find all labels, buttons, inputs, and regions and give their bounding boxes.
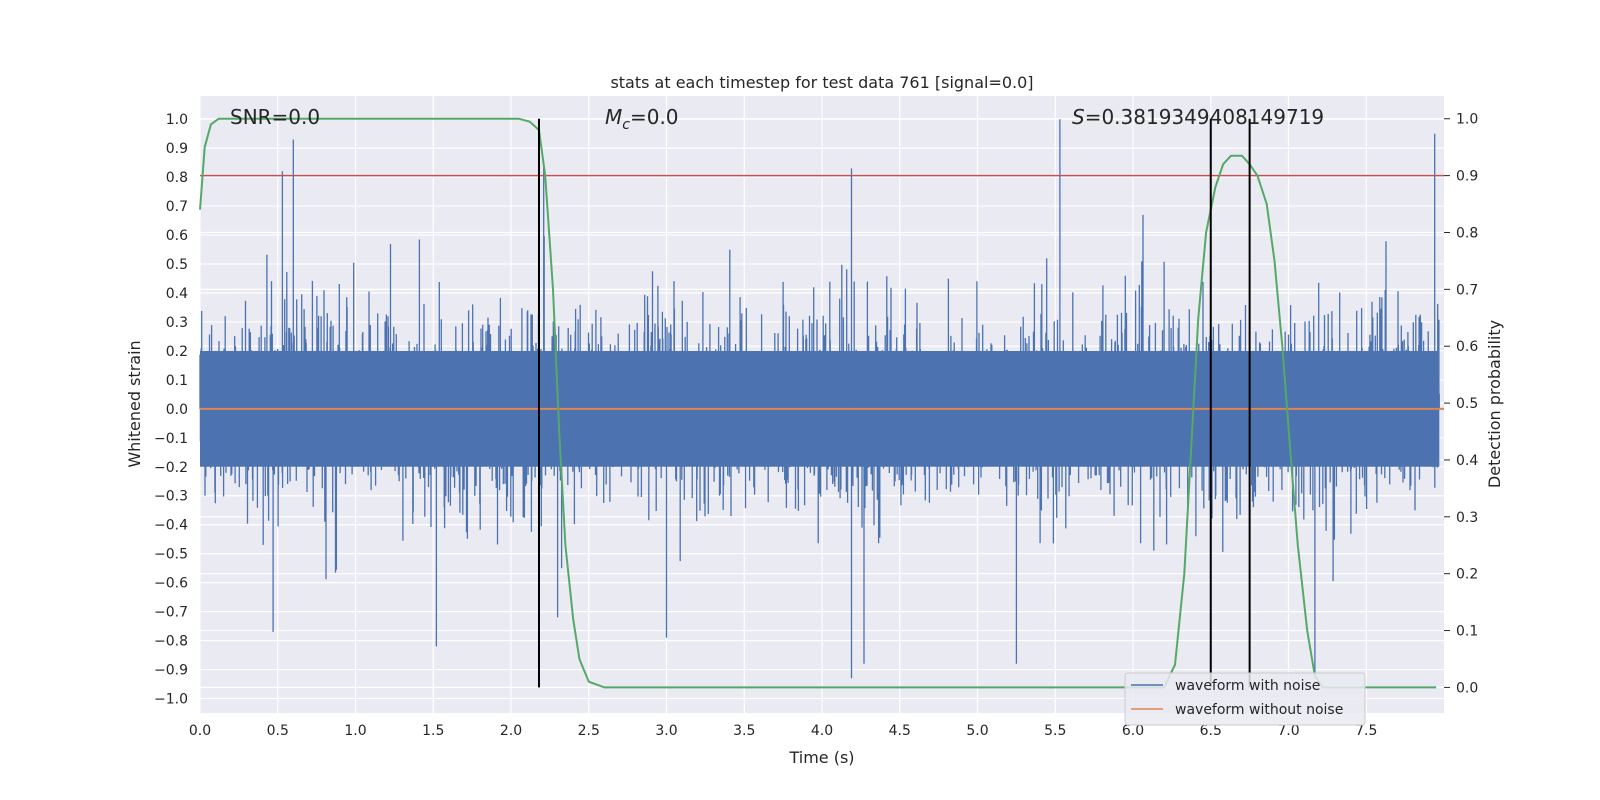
y-right-tick-label: 0.7 — [1456, 282, 1478, 298]
y-left-tick-label: 0.7 — [166, 199, 188, 215]
y-left-tick-label: 0.6 — [166, 228, 188, 244]
y-right-tick-label: 0.4 — [1456, 453, 1478, 469]
legend: waveform with noise waveform without noi… — [1124, 672, 1366, 726]
y-right-tick-label: 0.8 — [1456, 225, 1478, 241]
x-tick-label: 1.5 — [422, 723, 444, 739]
y-right-tick-label: 0.2 — [1456, 567, 1478, 583]
x-tick-label: 4.0 — [811, 723, 833, 739]
y-right-tick-label: 0.9 — [1456, 169, 1478, 185]
y-left-tick-label: 0.4 — [166, 286, 188, 302]
y-left-tick-label: 0.3 — [166, 315, 188, 331]
series-waveform-with-noise — [199, 119, 1440, 679]
y-left-tick-label: −0.1 — [154, 431, 188, 447]
x-tick-label: 1.0 — [344, 723, 366, 739]
chirp-mass-symbol: M — [605, 105, 622, 129]
y-right-tick-label: 1.0 — [1456, 112, 1478, 128]
x-tick-label: 6.5 — [1200, 723, 1222, 739]
x-tick-label: 6.0 — [1122, 723, 1144, 739]
y-left-tick-label: 0.1 — [166, 373, 188, 389]
y-axis-left-label: Whitened strain — [125, 340, 144, 467]
y-left-tick-label: −0.2 — [154, 460, 188, 476]
score-symbol: S — [1072, 105, 1085, 129]
x-tick-label: 3.0 — [655, 723, 677, 739]
x-tick-label: 5.5 — [1044, 723, 1066, 739]
x-tick-label: 7.5 — [1355, 723, 1377, 739]
x-tick-label: 3.5 — [733, 723, 755, 739]
legend-label-noise: waveform with noise — [1175, 678, 1320, 694]
y-right-tick-label: 0.5 — [1456, 396, 1478, 412]
x-tick-label: 0.5 — [267, 723, 289, 739]
y-left-tick-label: −0.6 — [154, 576, 188, 592]
y-right-tick-label: 0.3 — [1456, 510, 1478, 526]
y-left-tick-label: 0.9 — [166, 141, 188, 157]
snr-annotation: SNR=0.0 — [230, 105, 320, 129]
score-value: =0.3819349408149719 — [1085, 105, 1324, 129]
y-left-tick-label: −1.0 — [154, 692, 188, 708]
x-tick-label: 2.0 — [500, 723, 522, 739]
y-left-tick-label: −0.5 — [154, 547, 188, 563]
y-left-tick-label: 0.2 — [166, 344, 188, 360]
chirp-mass-value: =0.0 — [630, 105, 679, 129]
y-axis-right-label: Detection probability — [1485, 320, 1504, 488]
legend-box — [1124, 672, 1366, 726]
x-axis-label: Time (s) — [788, 748, 854, 767]
ticks-layer: 0.0 0.5 1.0 1.5 2.0 2.5 3.0 3.5 4.0 4.5 5.0 5.5 6.0 6… — [154, 112, 1478, 739]
legend-label-clean: waveform without noise — [1175, 702, 1343, 718]
y-left-tick-label: 0.5 — [166, 257, 188, 273]
x-tick-label: 7.0 — [1277, 723, 1299, 739]
y-left-tick-label: −0.8 — [154, 634, 188, 650]
y-left-tick-label: 1.0 — [166, 112, 188, 128]
y-right-tick-label: 0.1 — [1456, 624, 1478, 640]
y-left-tick-label: −0.4 — [154, 518, 188, 534]
score-annotation: S=0.3819349408149719 — [1072, 105, 1324, 129]
y-left-tick-label: 0.8 — [166, 170, 188, 186]
x-tick-label: 5.0 — [966, 723, 988, 739]
chirp-mass-annotation: Mc=0.0 — [605, 105, 679, 133]
y-left-tick-label: −0.3 — [154, 489, 188, 505]
y-left-tick-label: −0.9 — [154, 663, 188, 679]
x-tick-label: 0.0 — [189, 723, 211, 739]
x-tick-label: 2.5 — [578, 723, 600, 739]
y-left-tick-label: 0.0 — [166, 402, 188, 418]
chirp-mass-subscript: c — [622, 117, 630, 133]
chart-title: stats at each timestep for test data 761… — [610, 73, 1033, 92]
y-right-tick-label: 0.0 — [1456, 680, 1478, 696]
x-tick-label: 4.5 — [889, 723, 911, 739]
y-right-tick-label: 0.6 — [1456, 339, 1478, 355]
y-left-tick-label: −0.7 — [154, 605, 188, 621]
